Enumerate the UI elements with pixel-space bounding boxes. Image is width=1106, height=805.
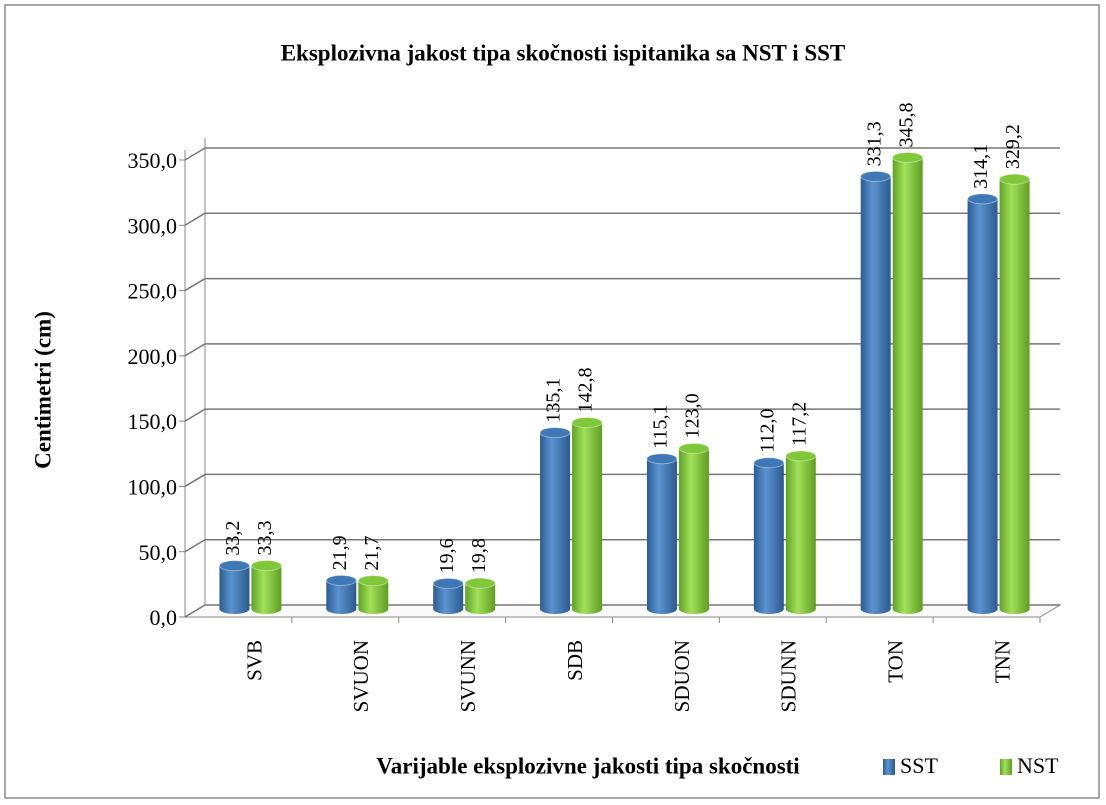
- floor: [183, 604, 1062, 618]
- value-label: 345,8: [895, 102, 917, 147]
- legend-label: SST: [900, 753, 938, 778]
- value-label: 21,9: [329, 535, 351, 570]
- grid-line: [184, 408, 1060, 422]
- grid-line: [184, 147, 1060, 161]
- bar: [646, 458, 677, 614]
- bar: [358, 580, 389, 614]
- y-tick-label: 100,0: [128, 474, 178, 499]
- grid-line: [184, 277, 1060, 292]
- value-label: 112,0: [756, 408, 778, 452]
- y-tick-label: 0,0: [150, 605, 178, 630]
- y-tick-label: 350,0: [128, 148, 178, 173]
- bar-top: [785, 450, 817, 462]
- bar-top: [218, 560, 250, 572]
- value-label: 33,2: [222, 521, 244, 556]
- bar: [678, 448, 709, 614]
- grid-line: [184, 343, 1060, 357]
- legend-swatch: [1000, 759, 1012, 775]
- x-tick-label: SDB: [563, 640, 587, 681]
- grid-line: [184, 212, 1060, 226]
- y-tick-label: 250,0: [128, 279, 178, 304]
- x-tick-label: SVUON: [349, 640, 373, 712]
- y-axis-label: Centimetri (cm): [30, 311, 55, 469]
- bar-top: [860, 170, 892, 182]
- legend-label: NST: [1017, 753, 1059, 778]
- bar: [785, 455, 816, 614]
- value-label: 329,2: [1002, 124, 1024, 169]
- value-label: 21,7: [361, 536, 383, 571]
- bar-top: [464, 577, 496, 589]
- x-tick-label: SDUON: [670, 640, 694, 712]
- y-tick-label: 50,0: [139, 540, 178, 565]
- y-tick-label: 150,0: [128, 409, 178, 434]
- bar-top: [571, 417, 603, 429]
- value-label: 117,2: [788, 402, 810, 446]
- value-label: 135,1: [543, 378, 565, 423]
- bar: [999, 179, 1030, 614]
- value-label: 314,1: [970, 144, 992, 189]
- x-tick-label: TON: [884, 640, 908, 683]
- x-tick-label: SVUNN: [456, 640, 480, 712]
- bar-top: [999, 173, 1031, 185]
- bar: [251, 565, 282, 614]
- bar-top: [357, 575, 389, 587]
- bar-top: [753, 457, 785, 469]
- value-label: 123,0: [682, 393, 704, 438]
- x-tick-label: SVB: [242, 640, 266, 681]
- bar: [572, 422, 603, 614]
- bar-top: [646, 453, 678, 465]
- y-tick-label: 300,0: [128, 213, 178, 238]
- bar: [219, 565, 250, 614]
- value-label: 19,6: [436, 538, 458, 573]
- bar-top: [967, 193, 999, 205]
- bar: [326, 580, 357, 614]
- value-label: 115,1: [650, 404, 672, 448]
- legend-swatch: [883, 759, 895, 775]
- chart-title: Eksplozivna jakost tipa skočnosti ispita…: [281, 40, 846, 65]
- bar-top: [325, 574, 357, 586]
- bar: [892, 157, 923, 614]
- bar: [967, 198, 998, 615]
- bar-top: [892, 151, 924, 163]
- bar: [860, 176, 891, 614]
- x-axis-label: Varijable eksplozivne jakosti tipa skočn…: [376, 753, 800, 778]
- bar-top: [539, 427, 571, 439]
- bar: [433, 583, 464, 614]
- value-label: 19,8: [468, 538, 490, 573]
- bar: [753, 462, 784, 614]
- bar: [540, 432, 571, 614]
- bar-top: [432, 577, 464, 589]
- bar-top: [678, 442, 710, 454]
- x-tick-label: TNN: [990, 640, 1014, 683]
- x-tick-label: SDUNN: [777, 640, 801, 712]
- value-label: 142,8: [575, 368, 597, 413]
- y-tick-label: 200,0: [128, 344, 178, 369]
- bar: [465, 583, 496, 614]
- bar-top: [250, 560, 282, 572]
- value-label: 331,3: [863, 121, 885, 166]
- value-label: 33,3: [254, 521, 276, 556]
